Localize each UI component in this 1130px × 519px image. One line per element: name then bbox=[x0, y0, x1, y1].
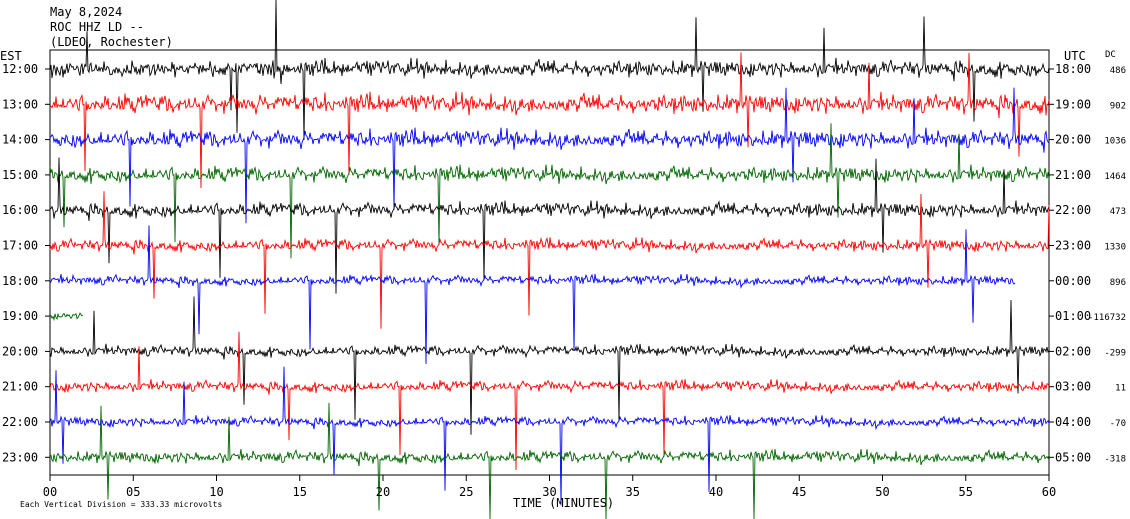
trace-1400 bbox=[49, 87, 1050, 224]
dc-value: -116732 bbox=[1088, 313, 1126, 323]
x-tick-label: 10 bbox=[209, 485, 223, 499]
est-label: 19:00 bbox=[2, 309, 38, 323]
x-tick-label: 30 bbox=[542, 485, 556, 499]
dc-value: 902 bbox=[1110, 101, 1126, 111]
dc-value: 1036 bbox=[1104, 137, 1126, 147]
dc-value: 896 bbox=[1110, 278, 1126, 288]
x-tick-label: 35 bbox=[626, 485, 640, 499]
x-tick-label: 55 bbox=[959, 485, 973, 499]
utc-label: 18:00 bbox=[1055, 62, 1091, 76]
trace-1500 bbox=[49, 123, 1050, 259]
dc-value: 486 bbox=[1110, 66, 1126, 76]
utc-label: 04:00 bbox=[1055, 415, 1091, 429]
row-labels: 12:00 18:00 486 13:00 19:00 902 14:00 20:00 1036… bbox=[2, 62, 1126, 464]
est-label: 12:00 bbox=[2, 62, 38, 76]
location-label: (LDEO, Rochester) bbox=[50, 35, 173, 49]
dc-value: 1330 bbox=[1104, 243, 1126, 253]
dc-value: -70 bbox=[1110, 419, 1126, 429]
trace-1200 bbox=[49, 0, 1050, 140]
trace-1800 bbox=[49, 225, 1016, 365]
trace-1300 bbox=[49, 52, 1050, 189]
trace-2100 bbox=[49, 331, 1050, 471]
x-tick-label: 45 bbox=[792, 485, 806, 499]
utc-label: 05:00 bbox=[1055, 450, 1091, 464]
trace-2000 bbox=[49, 296, 1050, 435]
est-label: 17:00 bbox=[2, 239, 38, 253]
est-label: 18:00 bbox=[2, 274, 38, 288]
est-label: 13:00 bbox=[2, 97, 38, 111]
x-tick-label: 60 bbox=[1042, 485, 1056, 499]
dc-value: -318 bbox=[1104, 454, 1126, 464]
x-tick-label: 25 bbox=[459, 485, 473, 499]
est-label: 23:00 bbox=[2, 450, 38, 464]
vertical-division-note: Each Vertical Division = 333.33 microvol… bbox=[20, 500, 222, 509]
x-tick-label: 15 bbox=[293, 485, 307, 499]
utc-label: 22:00 bbox=[1055, 203, 1091, 217]
trace-2200 bbox=[49, 366, 1050, 506]
utc-label: 00:00 bbox=[1055, 274, 1091, 288]
dc-value: 1464 bbox=[1104, 172, 1126, 182]
utc-label: 03:00 bbox=[1055, 380, 1091, 394]
utc-label: 20:00 bbox=[1055, 133, 1091, 147]
x-tick-label: 20 bbox=[376, 485, 390, 499]
trace-1900 bbox=[49, 312, 84, 322]
x-axis-title: TIME (MINUTES) bbox=[513, 496, 614, 510]
utc-label: 01:00 bbox=[1055, 309, 1091, 323]
date-label: May 8,2024 bbox=[50, 5, 122, 19]
trace-lines bbox=[49, 0, 1050, 519]
x-tick-label: 00 bbox=[43, 485, 57, 499]
est-label: 22:00 bbox=[2, 415, 38, 429]
dc-value: -299 bbox=[1104, 348, 1126, 358]
trace-1700 bbox=[49, 191, 1050, 329]
trace-1600 bbox=[49, 157, 1050, 294]
utc-axis-title: UTC bbox=[1064, 49, 1086, 63]
est-axis-title: EST bbox=[0, 49, 22, 63]
est-label: 14:00 bbox=[2, 133, 38, 147]
est-label: 15:00 bbox=[2, 168, 38, 182]
est-label: 16:00 bbox=[2, 203, 38, 217]
utc-label: 19:00 bbox=[1055, 97, 1091, 111]
x-tick-label: 50 bbox=[875, 485, 889, 499]
dc-value: 11 bbox=[1115, 384, 1126, 394]
est-label: 21:00 bbox=[2, 380, 38, 394]
est-label: 20:00 bbox=[2, 344, 38, 358]
utc-label: 21:00 bbox=[1055, 168, 1091, 182]
x-axis-ticks: 00 05 10 15 20 25 30 35 40 45 50 55 60 bbox=[43, 475, 1056, 499]
x-tick-label: 05 bbox=[126, 485, 140, 499]
utc-label: 23:00 bbox=[1055, 239, 1091, 253]
utc-label: 02:00 bbox=[1055, 344, 1091, 358]
dc-column-title: DC bbox=[1105, 50, 1116, 60]
station-label: ROC HHZ LD -- bbox=[50, 20, 144, 34]
x-tick-label: 40 bbox=[709, 485, 723, 499]
trace-2300 bbox=[49, 402, 1050, 519]
dc-value: 473 bbox=[1110, 207, 1126, 217]
